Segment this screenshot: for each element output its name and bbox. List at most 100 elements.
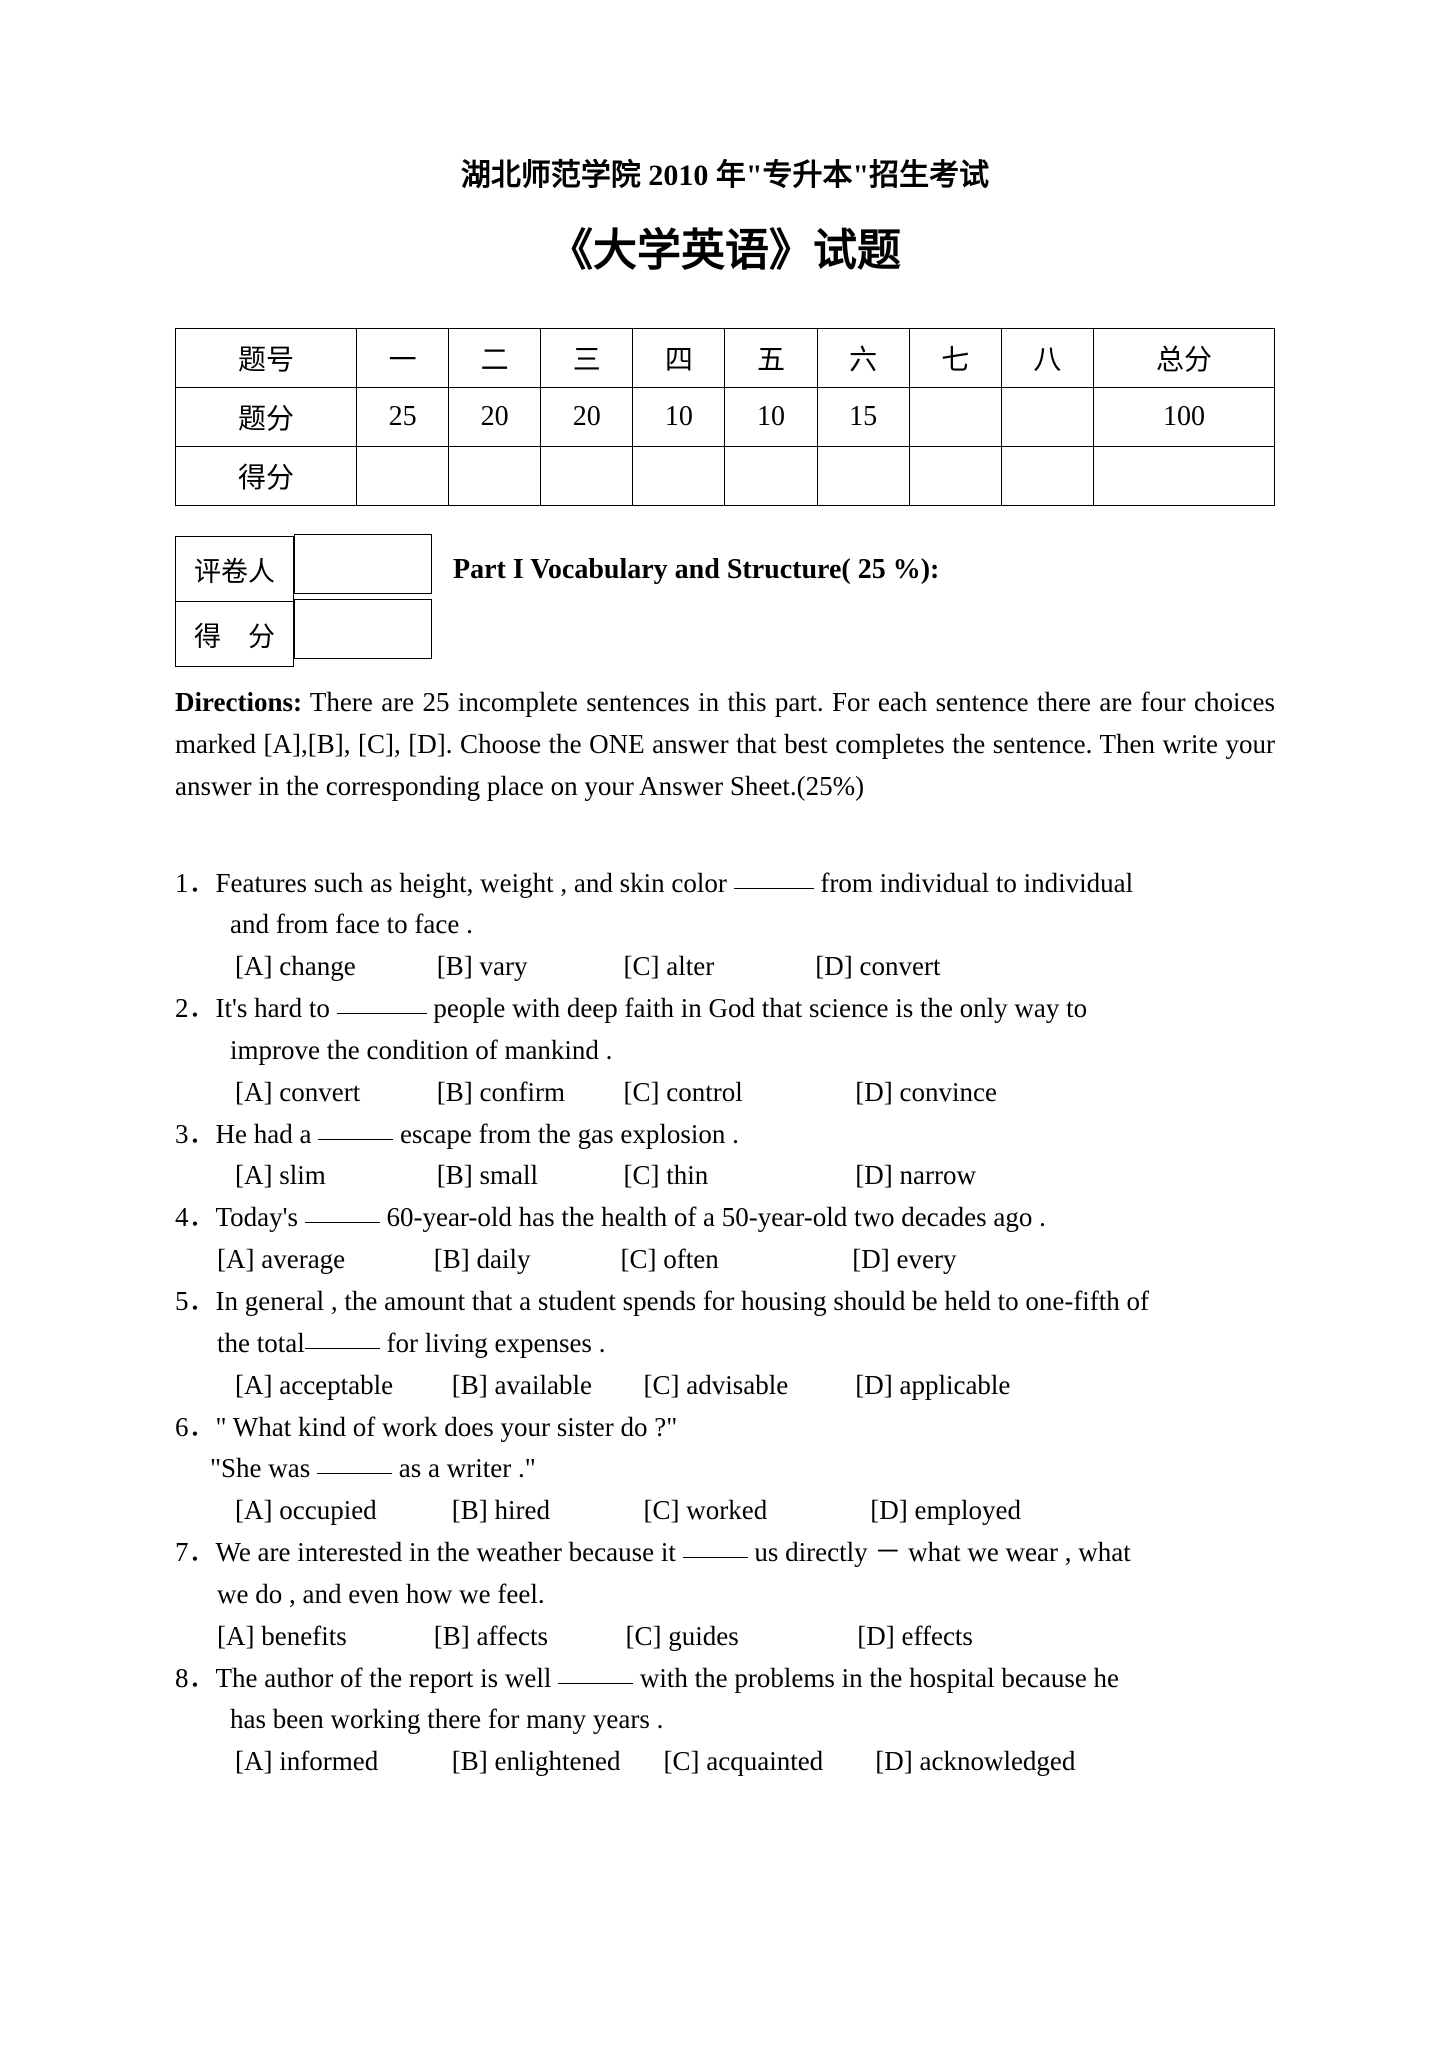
option-a: [A] change — [235, 946, 430, 988]
question-2: 2．It's hard to people with deep faith in… — [175, 988, 1275, 1114]
blank-icon — [317, 1473, 392, 1474]
option-c: [C] acquainted — [664, 1741, 869, 1783]
option-a: [A] average — [217, 1239, 427, 1281]
option-c: [C] control — [624, 1072, 849, 1114]
option-d: [D] every — [852, 1239, 956, 1281]
q3-pre: 3．He had a — [175, 1119, 318, 1149]
option-c: [C] advisable — [644, 1365, 849, 1407]
exam-page: 湖北师范学院 2010 年"专升本"招生考试 《大学英语》试题 题号 一 二 三… — [0, 0, 1450, 2048]
cell: 得分 — [176, 447, 357, 506]
cell: 20 — [541, 388, 633, 447]
option-a: [A] benefits — [217, 1616, 427, 1658]
q1-cont: and from face to face . — [175, 904, 1275, 946]
option-b: [B] confirm — [437, 1072, 617, 1114]
option-a: [A] slim — [235, 1155, 430, 1197]
grader-table: 评卷人 得 分 — [175, 536, 433, 667]
q2-text: 2．It's hard to people with deep faith in… — [175, 988, 1275, 1030]
blank-icon — [558, 1683, 633, 1684]
table-row: 题分 25 20 20 10 10 15 100 — [176, 388, 1275, 447]
option-b: [B] available — [452, 1365, 637, 1407]
cell — [1093, 447, 1274, 506]
q1-pre: 1．Features such as height, weight , and … — [175, 868, 734, 898]
option-d: [D] effects — [857, 1616, 973, 1658]
score-table: 题号 一 二 三 四 五 六 七 八 总分 题分 25 20 20 10 10 … — [175, 328, 1275, 506]
q5-cont2: for living expenses . — [380, 1328, 606, 1358]
cell: 总分 — [1093, 329, 1274, 388]
option-c: [C] alter — [624, 946, 809, 988]
option-a: [A] acceptable — [235, 1365, 445, 1407]
option-d: [D] narrow — [855, 1155, 976, 1197]
blank-icon — [305, 1348, 380, 1349]
cell — [817, 447, 909, 506]
q5-text: 5．In general , the amount that a student… — [175, 1281, 1275, 1323]
option-d: [D] acknowledged — [875, 1741, 1075, 1783]
q3-text: 3．He had a escape from the gas explosion… — [175, 1114, 1275, 1156]
cell — [357, 447, 449, 506]
directions-label: Directions: — [175, 687, 302, 717]
option-b: [B] enlightened — [452, 1741, 657, 1783]
option-a: [A] occupied — [235, 1490, 445, 1532]
q2-options: [A] convert [B] confirm [C] control [D] … — [175, 1072, 1275, 1114]
cell: 四 — [633, 329, 725, 388]
cell: 二 — [449, 329, 541, 388]
option-c: [C] guides — [626, 1616, 851, 1658]
cell: 一 — [357, 329, 449, 388]
blank-icon — [318, 1139, 393, 1140]
q3-post: escape from the gas explosion . — [393, 1119, 739, 1149]
cell: 10 — [633, 388, 725, 447]
table-row: 题号 一 二 三 四 五 六 七 八 总分 — [176, 329, 1275, 388]
blank-icon — [734, 888, 814, 889]
q4-text: 4．Today's 60-year-old has the health of … — [175, 1197, 1275, 1239]
question-5: 5．In general , the amount that a student… — [175, 1281, 1275, 1407]
q7-cont: we do , and even how we feel. — [175, 1574, 1275, 1616]
directions: Directions: There are 25 incomplete sent… — [175, 682, 1275, 808]
option-d: [D] applicable — [855, 1365, 1010, 1407]
q7-options: [A] benefits [B] affects [C] guides [D] … — [175, 1616, 1275, 1658]
cell: 六 — [817, 329, 909, 388]
q1-options: [A] change [B] vary [C] alter [D] conver… — [175, 946, 1275, 988]
cell — [909, 388, 1001, 447]
q7-pre: 7．We are interested in the weather becau… — [175, 1537, 683, 1567]
cell: 五 — [725, 329, 817, 388]
table-row: 得分 — [176, 447, 1275, 506]
q8-options: [A] informed [B] enlightened [C] acquain… — [175, 1741, 1275, 1783]
option-d: [D] convince — [855, 1072, 997, 1114]
blank-icon — [683, 1557, 748, 1558]
cell: 20 — [449, 388, 541, 447]
question-3: 3．He had a escape from the gas explosion… — [175, 1114, 1275, 1198]
grader-section: 评卷人 得 分 Part I Vocabulary and Structure(… — [175, 536, 1275, 667]
option-a: [A] informed — [235, 1741, 445, 1783]
option-a: [A] convert — [235, 1072, 430, 1114]
cell: 15 — [817, 388, 909, 447]
question-6: 6．" What kind of work does your sister d… — [175, 1407, 1275, 1533]
cell: 100 — [1093, 388, 1274, 447]
q8-text: 8．The author of the report is well with … — [175, 1658, 1275, 1700]
q5-cont: the total for living expenses . — [175, 1323, 1275, 1365]
q8-cont: has been working there for many years . — [175, 1699, 1275, 1741]
q6-cont1: "She was — [210, 1453, 317, 1483]
q1-text: 1．Features such as height, weight , and … — [175, 863, 1275, 905]
q5-options: [A] acceptable [B] available [C] advisab… — [175, 1365, 1275, 1407]
question-7: 7．We are interested in the weather becau… — [175, 1532, 1275, 1658]
q5-cont1: the total — [217, 1328, 305, 1358]
q4-pre: 4．Today's — [175, 1202, 305, 1232]
q2-post: people with deep faith in God that scien… — [427, 993, 1088, 1023]
cell: 三 — [541, 329, 633, 388]
question-1: 1．Features such as height, weight , and … — [175, 863, 1275, 989]
cell — [725, 447, 817, 506]
cell — [294, 534, 432, 594]
question-4: 4．Today's 60-year-old has the health of … — [175, 1197, 1275, 1281]
q6-cont: "She was as a writer ." — [175, 1448, 1275, 1490]
q2-cont: improve the condition of mankind . — [175, 1030, 1275, 1072]
q6-cont2: as a writer ." — [392, 1453, 536, 1483]
option-d: [D] convert — [815, 946, 940, 988]
q4-options: [A] average [B] daily [C] often [D] ever… — [175, 1239, 1275, 1281]
question-8: 8．The author of the report is well with … — [175, 1658, 1275, 1784]
q6-text: 6．" What kind of work does your sister d… — [175, 1407, 1275, 1449]
cell — [1001, 447, 1093, 506]
q7-post2: what we wear , what — [901, 1537, 1130, 1567]
part1-title: Part I Vocabulary and Structure( 25 %): — [453, 554, 939, 586]
cell: 题号 — [176, 329, 357, 388]
cell — [909, 447, 1001, 506]
option-b: [B] hired — [452, 1490, 637, 1532]
